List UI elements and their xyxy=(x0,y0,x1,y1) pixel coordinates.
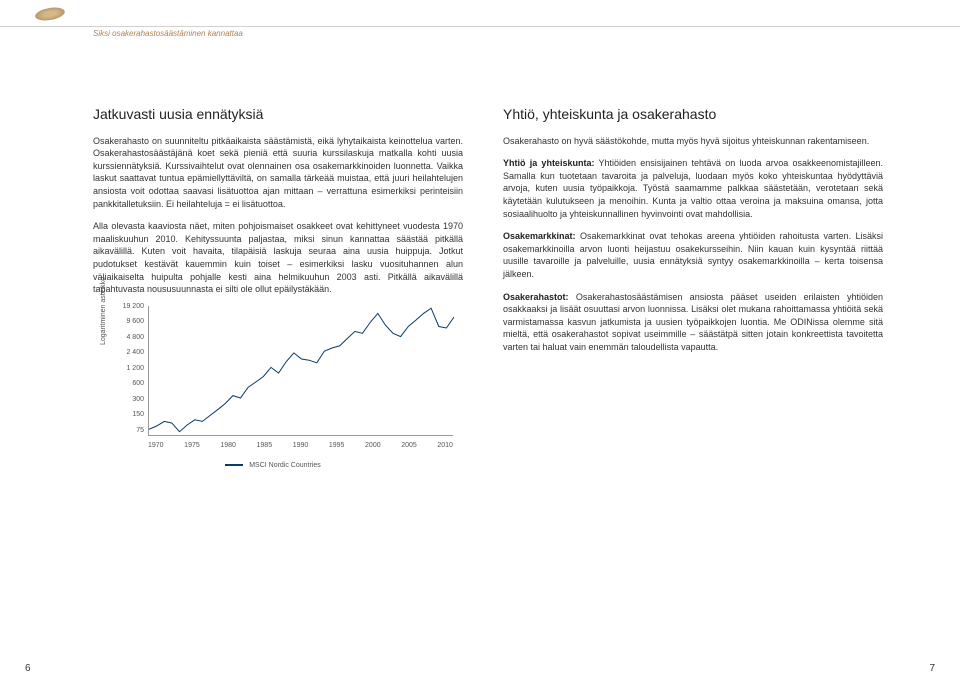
chart-legend: MSCI Nordic Countries xyxy=(93,461,453,471)
legend-label: MSCI Nordic Countries xyxy=(249,462,321,469)
page-number-left: 6 xyxy=(25,662,31,676)
left-p2: Alla olevasta kaaviosta näet, miten pohj… xyxy=(93,220,463,296)
page-number-right: 7 xyxy=(929,662,935,676)
right-heading: Yhtiö, yhteiskunta ja osakerahasto xyxy=(503,105,883,125)
right-p1-strong: Yhtiö ja yhteiskunta: xyxy=(503,158,594,168)
right-p3: Osakerahastot: Osakerahastosäästämisen a… xyxy=(503,291,883,354)
nordic-chart: Logaritminen asteikko 19 2009 6004 8002 … xyxy=(93,306,463,476)
right-p3-strong: Osakerahastot: xyxy=(503,292,569,302)
right-p1: Yhtiö ja yhteiskunta: Yhtiöiden ensisija… xyxy=(503,157,883,220)
chart-xticks: 197019751980198519901995200020052010 xyxy=(148,441,453,451)
header-caption: Siksi osakerahastosäästäminen kannattaa xyxy=(93,28,243,39)
right-p2: Osakemarkkinat: Osakemarkkinat ovat teho… xyxy=(503,230,883,280)
brand-logo xyxy=(34,5,66,22)
right-intro: Osakerahasto on hyvä säästökohde, mutta … xyxy=(503,135,883,148)
right-p2-strong: Osakemarkkinat: xyxy=(503,231,576,241)
legend-swatch xyxy=(225,464,243,466)
chart-yticks: 19 2009 6004 8002 4001 20060030015075 xyxy=(108,302,144,436)
chart-line-svg xyxy=(149,306,454,436)
left-heading: Jatkuvasti uusia ennätyksiä xyxy=(93,105,463,125)
left-p1: Osakerahasto on suunniteltu pitkäaikaist… xyxy=(93,135,463,211)
chart-plot-area xyxy=(148,306,453,436)
